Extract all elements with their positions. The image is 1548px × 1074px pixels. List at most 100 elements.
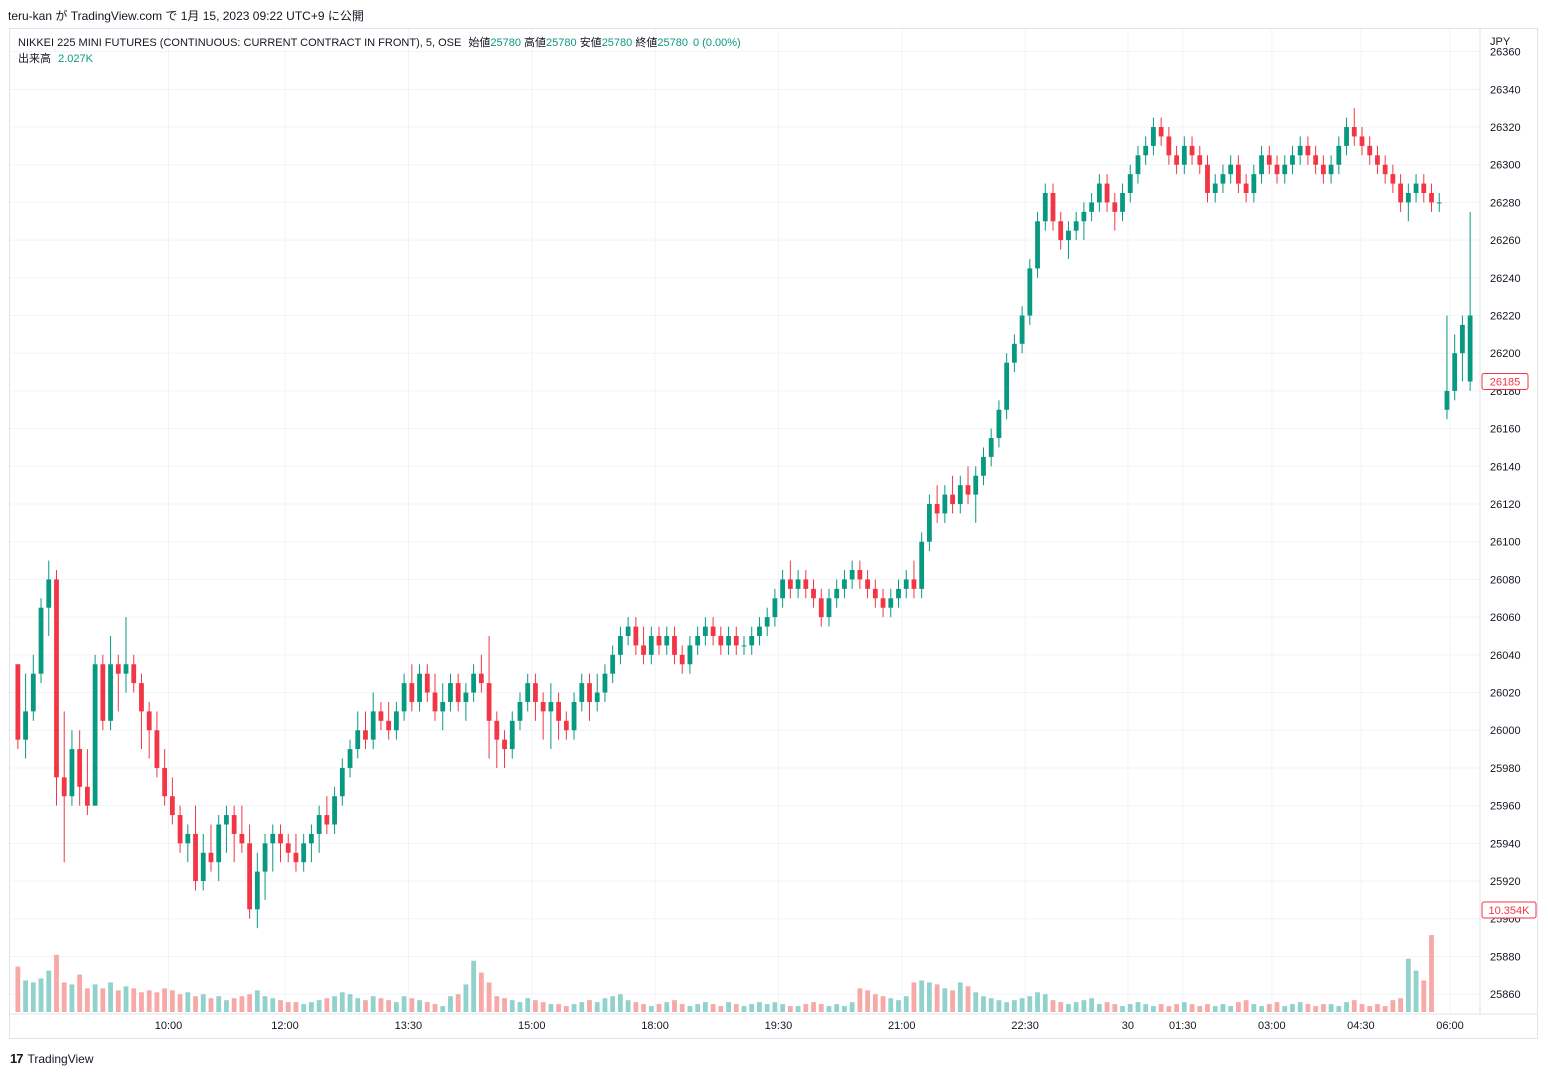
candle-body xyxy=(38,607,44,674)
volume-bar xyxy=(424,1002,430,1012)
volume-bar xyxy=(787,1006,793,1012)
candle-body xyxy=(540,701,546,712)
candle-body xyxy=(1429,193,1434,203)
volume-bar xyxy=(216,996,222,1012)
volume-bar xyxy=(1243,1000,1249,1012)
volume-bar xyxy=(440,1006,446,1012)
candle-body xyxy=(795,579,801,589)
volume-bar xyxy=(733,1004,739,1012)
grid-lines xyxy=(10,29,1480,1013)
candle-body xyxy=(254,871,260,910)
candle-body xyxy=(301,843,307,863)
chart-legend: NIKKEI 225 MINI FUTURES (CONTINUOUS: CUR… xyxy=(18,35,741,67)
volume-bar xyxy=(162,988,168,1012)
volume-bar xyxy=(1058,1002,1064,1012)
candle-body xyxy=(1127,174,1133,193)
price-tick-label: 26000 xyxy=(1490,725,1521,737)
candle-body xyxy=(224,815,229,825)
volume-bar xyxy=(154,992,160,1012)
candle-body xyxy=(1467,315,1473,382)
volume-bar xyxy=(842,1006,847,1012)
candle-body xyxy=(448,683,453,702)
candle-body xyxy=(1266,155,1272,165)
volume-bar xyxy=(1035,992,1040,1012)
candle-body xyxy=(123,664,129,674)
candle-body xyxy=(393,711,399,731)
candle-body xyxy=(787,579,793,589)
candle-body xyxy=(1375,155,1380,165)
volume-bar xyxy=(1073,1002,1079,1012)
candle-body xyxy=(981,456,986,476)
volume-bar xyxy=(664,1002,670,1012)
time-tick-label: 19:30 xyxy=(765,1020,793,1032)
volume-bar xyxy=(316,1000,322,1012)
candle-body xyxy=(386,720,392,731)
volume-bar xyxy=(533,1000,538,1012)
volume-bar xyxy=(108,982,113,1012)
volume-bar xyxy=(355,998,361,1012)
candle-body xyxy=(865,579,870,589)
volume-bar xyxy=(996,1000,1002,1012)
volume-bar xyxy=(965,986,971,1012)
volume-bar xyxy=(764,1004,770,1012)
volume-bar xyxy=(1359,1004,1365,1012)
volume-bar xyxy=(641,1004,646,1012)
candle-body xyxy=(1220,174,1226,184)
volume-bar xyxy=(1290,1004,1295,1012)
volume-bar xyxy=(247,994,253,1012)
price-tick-label: 25940 xyxy=(1490,838,1521,850)
volume-bar xyxy=(1158,1004,1164,1012)
volume-bar xyxy=(386,1000,392,1012)
volume-bar xyxy=(896,1000,901,1012)
volume-bar xyxy=(1205,1004,1210,1012)
candle-body xyxy=(355,730,361,750)
currency-label: JPY xyxy=(1490,36,1511,48)
close-value: 25780 xyxy=(657,37,688,49)
price-tick-label: 26340 xyxy=(1490,84,1521,96)
candle-body xyxy=(764,617,770,627)
price-tick-label: 26200 xyxy=(1490,348,1521,360)
candle-body xyxy=(687,645,693,665)
candle-body xyxy=(1096,183,1102,203)
volume-bar xyxy=(633,1002,639,1012)
brand-name[interactable]: TradingView xyxy=(27,1051,94,1066)
price-tick-label: 26240 xyxy=(1490,273,1521,285)
volume-bar xyxy=(919,980,925,1012)
volume-bar xyxy=(1259,1006,1264,1012)
candle-body xyxy=(1189,145,1195,156)
candle-body xyxy=(169,796,175,816)
time-tick-label: 04:30 xyxy=(1347,1020,1375,1032)
candle-body xyxy=(919,541,925,589)
volume-bar xyxy=(648,1006,654,1012)
candle-body xyxy=(1027,268,1033,316)
price-axis[interactable]: 26360 26340 26320 26300 26280 26260 26240 26220… xyxy=(1490,47,1521,1002)
volume-bar xyxy=(1235,1002,1241,1012)
volume-bar xyxy=(1004,1002,1010,1012)
time-axis[interactable]: 10:00 12:00 13:30 15:00 18:00 19:30 21:00 22:30… xyxy=(155,1020,1464,1032)
volume-bar xyxy=(200,994,206,1012)
candle-body xyxy=(1367,145,1373,156)
volume-bar xyxy=(1405,958,1411,1012)
volume-bar xyxy=(548,1004,554,1012)
candle-body xyxy=(1390,174,1396,184)
candle-body xyxy=(1328,164,1334,175)
volume-bar xyxy=(849,1002,855,1012)
candle-body xyxy=(656,635,662,646)
price-tick-label: 25880 xyxy=(1490,951,1521,963)
volume-bar xyxy=(54,954,59,1012)
volume-bar xyxy=(486,982,492,1012)
volume-bar xyxy=(494,996,500,1012)
candle-body xyxy=(316,815,322,834)
volume-bar xyxy=(950,990,955,1012)
volume-bar xyxy=(332,996,337,1012)
price-tick-label: 26140 xyxy=(1490,461,1521,473)
candle-body xyxy=(347,749,353,768)
volume-bar xyxy=(100,988,106,1012)
candle-body xyxy=(1413,183,1419,193)
candle-body xyxy=(633,626,639,646)
tradingview-logo-icon[interactable]: 17 xyxy=(10,1051,24,1066)
volume-bar xyxy=(1174,1004,1179,1012)
volume-bar xyxy=(177,994,183,1012)
candle-body xyxy=(911,579,917,589)
